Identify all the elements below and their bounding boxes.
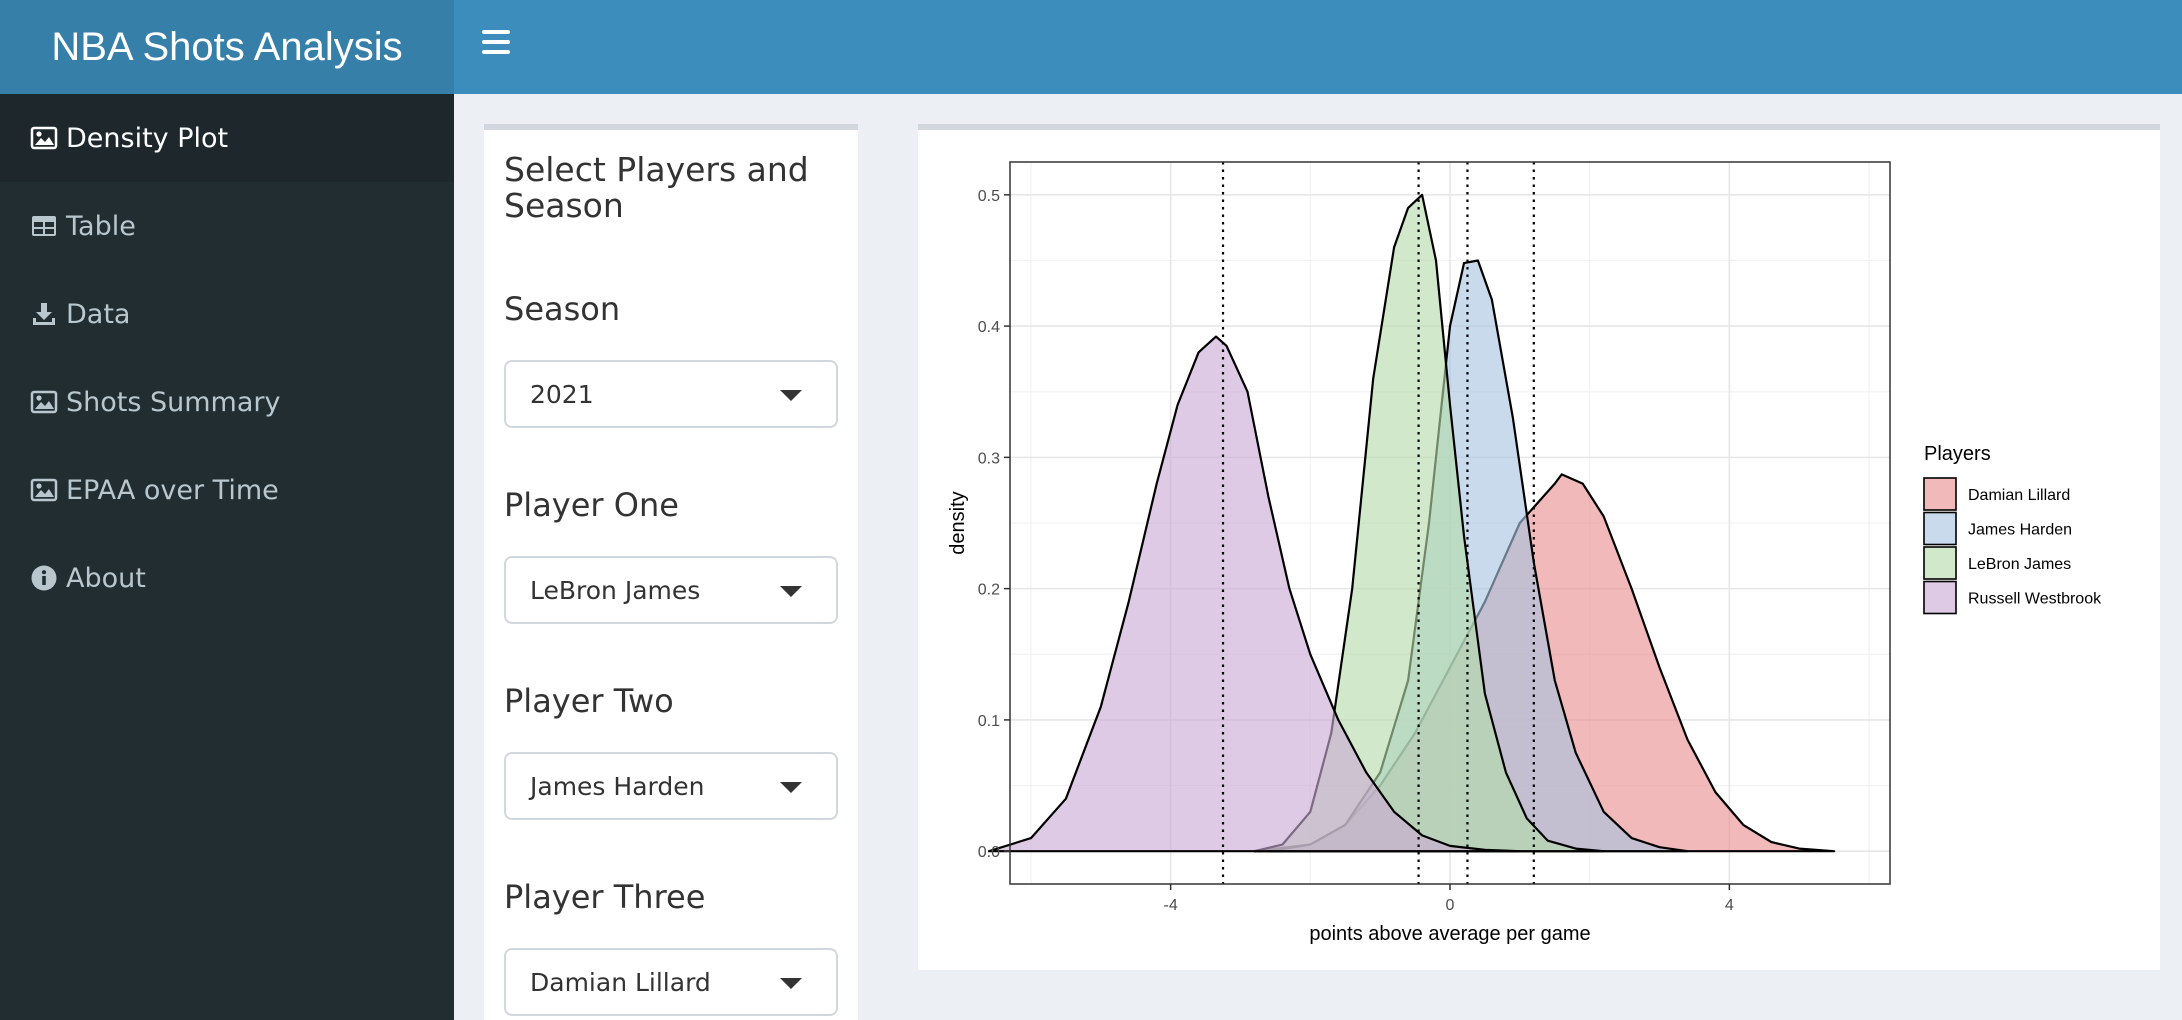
player-two-select[interactable]: James Harden — [504, 752, 838, 820]
sidebar-item-density-plot[interactable]: Density Plot — [0, 94, 454, 182]
sidebar-item-label: About — [66, 562, 146, 594]
download-icon — [30, 300, 58, 328]
player-one-select[interactable]: LeBron James — [504, 556, 838, 624]
x-axis-label: points above average per game — [1309, 923, 1590, 945]
player-three-select-value: Damian Lillard — [530, 967, 711, 997]
legend-label: Damian Lillard — [1968, 487, 2070, 504]
chevron-down-icon — [780, 782, 802, 793]
info-icon — [30, 564, 58, 592]
density-plot-box: -4 0 4 0.0 0.1 0.2 0.3 0.4 0.5 points above avera… — [918, 124, 2160, 970]
sidebar: Density Plot Table Data Shots Summary EP… — [0, 94, 454, 1020]
legend-title: Players — [1924, 443, 1991, 465]
legend-label: Russell Westbrook — [1968, 591, 2102, 608]
legend-swatch — [1923, 477, 1957, 511]
table-icon — [30, 212, 58, 240]
box-title: Select Players and Season — [504, 150, 809, 225]
y-tick-label: 0.0 — [978, 844, 1000, 861]
sidebar-item-about[interactable]: About — [0, 534, 454, 622]
y-tick-label: 0.4 — [978, 319, 1000, 336]
density-area-russell-westbrook — [987, 335, 1521, 853]
chevron-down-icon — [780, 978, 802, 989]
y-axis-label: density — [947, 491, 969, 554]
x-tick-label: 4 — [1725, 897, 1734, 914]
image-icon — [30, 388, 58, 416]
y-tick-label: 0.5 — [978, 188, 1000, 205]
sidebar-item-label: Density Plot — [66, 122, 229, 154]
player-three-label: Player Three — [504, 878, 706, 916]
y-tick-label: 0.3 — [978, 450, 1000, 467]
legend-label: James Harden — [1968, 522, 2072, 539]
sidebar-item-label: Table — [66, 210, 136, 242]
season-select[interactable]: 2021 — [504, 360, 838, 428]
sidebar-item-data[interactable]: Data — [0, 270, 454, 358]
player-select-box: Select Players and Season Season 2021 Pl… — [484, 124, 858, 1020]
season-select-value: 2021 — [530, 379, 594, 409]
chevron-down-icon — [780, 390, 802, 401]
sidebar-item-label: Data — [66, 298, 131, 330]
player-one-select-value: LeBron James — [530, 575, 701, 605]
sidebar-item-label: Shots Summary — [66, 386, 281, 418]
sidebar-toggle-icon[interactable] — [482, 30, 510, 58]
legend-label: LeBron James — [1968, 556, 2071, 573]
y-tick-label: 0.2 — [978, 582, 1000, 599]
season-label: Season — [504, 290, 621, 328]
legend-swatch — [1923, 546, 1957, 580]
image-icon — [30, 124, 58, 152]
density-plot: -4 0 4 0.0 0.1 0.2 0.3 0.4 0.5 points above avera… — [947, 161, 2102, 945]
x-tick-label: -4 — [1164, 897, 1178, 914]
y-tick-label: 0.1 — [978, 713, 1000, 730]
x-tick-label: 0 — [1446, 897, 1455, 914]
legend-swatch — [1923, 580, 1957, 615]
image-icon — [30, 476, 58, 504]
legend-swatch — [1923, 511, 1957, 546]
player-one-label: Player One — [504, 486, 679, 524]
player-three-select[interactable]: Damian Lillard — [504, 948, 838, 1016]
app-title[interactable]: NBA Shots Analysis — [0, 0, 454, 94]
player-two-select-value: James Harden — [530, 771, 705, 801]
player-two-label: Player Two — [504, 682, 674, 720]
top-navbar — [454, 0, 2182, 94]
sidebar-item-shots-summary[interactable]: Shots Summary — [0, 358, 454, 446]
sidebar-item-label: EPAA over Time — [66, 474, 279, 506]
sidebar-item-epaa-over-time[interactable]: EPAA over Time — [0, 446, 454, 534]
sidebar-item-table[interactable]: Table — [0, 182, 454, 270]
chevron-down-icon — [780, 586, 802, 597]
